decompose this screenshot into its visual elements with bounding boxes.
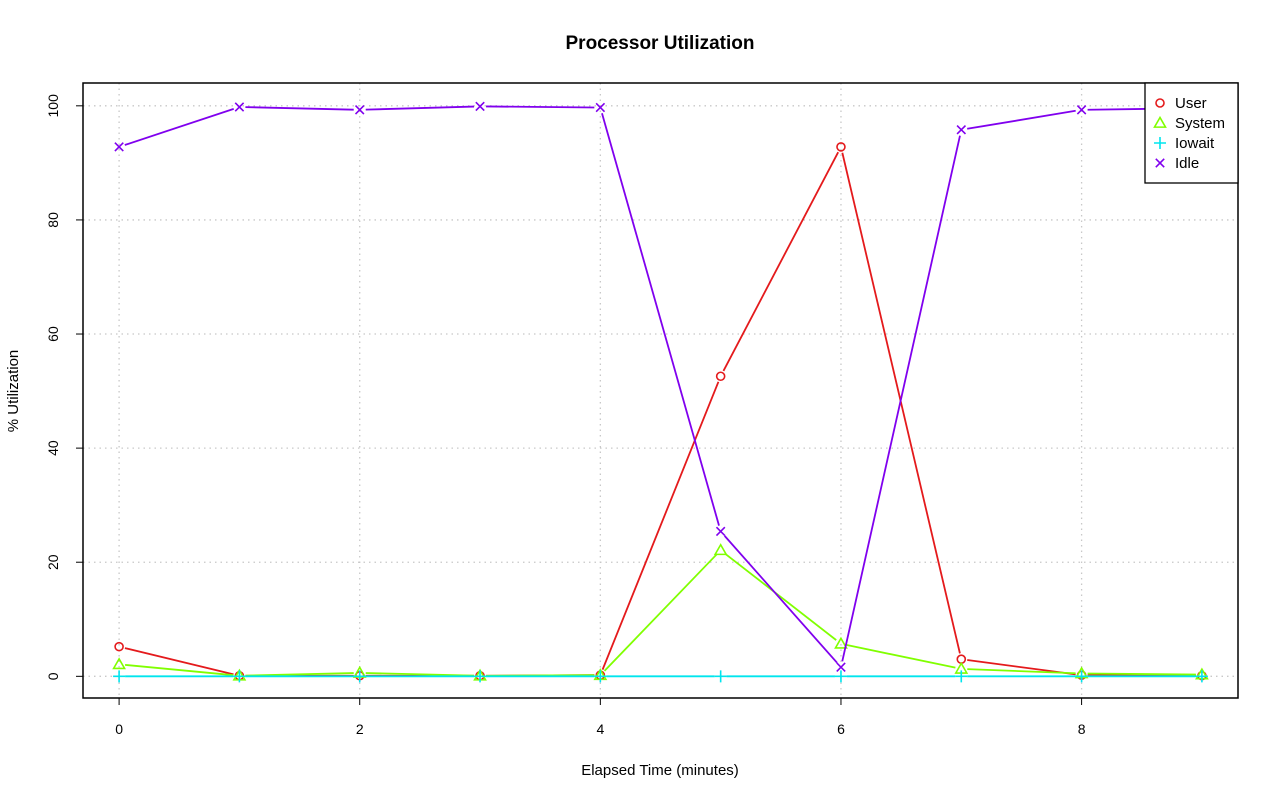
legend-marker-system — [1153, 115, 1167, 128]
series-segment-idle — [841, 135, 961, 662]
legend-marker-iowait — [1154, 137, 1166, 149]
series-segment-idle — [245, 106, 354, 111]
data-point-idle — [354, 105, 365, 115]
data-point-user — [836, 142, 846, 152]
x-tick-label: 0 — [115, 721, 123, 737]
series-segment-system — [724, 553, 837, 641]
x-tick-label: 6 — [837, 721, 845, 737]
y-axis-label: % Utilization — [5, 350, 22, 433]
legend-label-user: User — [1175, 95, 1207, 112]
y-tick-label: 40 — [45, 440, 61, 456]
data-point-iowait — [594, 670, 607, 683]
data-point-idle — [836, 662, 846, 672]
series-segment-user — [124, 647, 234, 676]
data-point-iowait — [1195, 670, 1208, 683]
data-point-idle — [956, 125, 967, 135]
y-tick-label: 0 — [45, 672, 61, 680]
series-layer — [112, 101, 1209, 683]
data-point-iowait — [113, 670, 126, 683]
series-user — [114, 142, 1207, 681]
data-point-iowait — [955, 670, 968, 683]
data-point-idle — [475, 101, 485, 112]
legend-label-iowait: Iowait — [1175, 135, 1215, 152]
series-segment-system — [1087, 672, 1196, 676]
series-iowait — [113, 670, 1208, 683]
data-point-iowait — [1075, 670, 1088, 683]
data-point-system — [112, 657, 126, 670]
chart-title: Processor Utilization — [566, 33, 755, 54]
series-segment-idle — [124, 107, 234, 146]
y-tick-label: 60 — [45, 326, 61, 342]
data-point-user — [715, 371, 726, 382]
x-tick-label: 8 — [1078, 721, 1086, 737]
legend-marker-user — [1155, 98, 1165, 108]
data-point-idle — [234, 102, 245, 112]
series-segment-idle — [967, 109, 1076, 130]
data-point-iowait — [834, 670, 847, 683]
y-tick-label: 100 — [45, 94, 61, 118]
series-segment-system — [603, 553, 718, 672]
data-point-idle — [114, 142, 124, 152]
legend-label-idle: Idle — [1175, 155, 1199, 172]
series-segment-system — [365, 672, 475, 677]
series-segment-user — [722, 151, 839, 372]
series-segment-idle — [365, 105, 475, 111]
series-segment-system — [124, 664, 234, 677]
x-tick-label: 4 — [596, 721, 604, 737]
y-tick-label: 80 — [45, 212, 61, 228]
data-point-idle — [595, 102, 606, 113]
data-point-idle — [715, 526, 726, 537]
legend: User System Iowait Idle — [1144, 82, 1239, 184]
series-segment-system — [967, 668, 1076, 675]
data-point-iowait — [474, 670, 487, 683]
series-segment-user — [601, 381, 720, 670]
series-segment-user — [841, 152, 961, 654]
x-tick-label: 2 — [356, 721, 364, 737]
plot-frame — [82, 82, 1239, 699]
y-tick-label: 20 — [45, 554, 61, 570]
data-point-iowait — [714, 670, 727, 683]
legend-marker-idle — [1155, 158, 1165, 168]
series-segment-idle — [486, 105, 595, 109]
series-system — [112, 543, 1209, 681]
x-axis-label: Elapsed Time (minutes) — [581, 762, 739, 779]
series-segment-idle — [601, 113, 720, 526]
legend-label-system: System — [1175, 115, 1225, 132]
series-segment-system — [245, 672, 354, 677]
data-point-system — [834, 636, 848, 649]
data-point-user — [114, 641, 124, 652]
data-point-iowait — [353, 670, 366, 683]
series-segment-system — [846, 644, 956, 669]
data-point-system — [713, 543, 728, 556]
data-point-iowait — [233, 670, 246, 683]
grid — [83, 83, 1238, 698]
series-idle — [114, 101, 1207, 672]
data-point-idle — [1076, 105, 1087, 115]
series-segment-idle — [723, 535, 838, 664]
